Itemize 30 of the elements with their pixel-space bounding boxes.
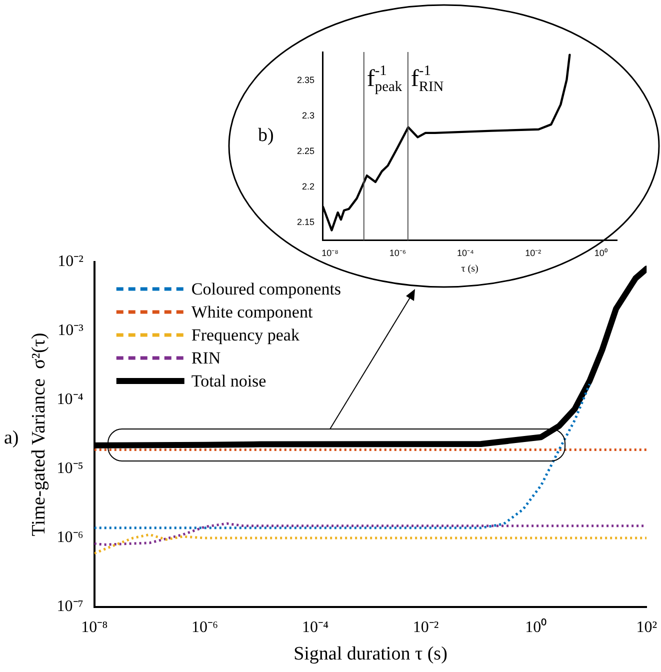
y-tick-label: 2.35 (296, 74, 315, 85)
x-tick-label: 10⁻² (525, 248, 542, 258)
x-tick-label: 10⁰ (525, 618, 548, 636)
x-tick-label: 10⁻⁸ (81, 618, 108, 636)
x-tick-label: 10⁻⁶ (389, 248, 406, 258)
y-tick-label: 10⁻⁷ (56, 598, 84, 616)
x-tick-label: 10⁻² (412, 618, 439, 636)
legend-label: Coloured components (191, 279, 342, 298)
x-tick-label: 10² (636, 618, 658, 636)
text: b) (258, 125, 274, 146)
legend-label: White component (191, 302, 313, 322)
y-tick-label: 10⁻⁵ (56, 460, 84, 478)
y-tick-label: 2.15 (296, 216, 315, 227)
y-tick-label: 10⁻⁶ (56, 529, 84, 546)
x-axis-title: τ (s) (461, 264, 478, 275)
y-tick-label: 2.25 (296, 146, 315, 156)
legend-label: Frequency peak (191, 325, 300, 344)
y-tick-label: 10⁻⁴ (56, 391, 84, 408)
x-tick-label: 10⁻⁸ (322, 248, 339, 258)
x-tick-label: 10⁰ (594, 248, 608, 258)
y-tick-label: 2.3 (302, 110, 315, 120)
text: a) (4, 427, 19, 448)
y-axis-title: Time-gated Variance σ²(τ) (28, 332, 50, 536)
legend-label: RIN (191, 348, 221, 368)
y-tick-label: 2.2 (302, 181, 315, 192)
x-tick-label: 10⁻⁴ (456, 248, 474, 258)
legend-label: Total noise (191, 371, 266, 390)
x-tick-label: 10⁻⁶ (192, 618, 218, 636)
y-tick-label: 10⁻³ (58, 322, 84, 340)
x-axis-title: Signal duration τ (s) (294, 644, 448, 665)
